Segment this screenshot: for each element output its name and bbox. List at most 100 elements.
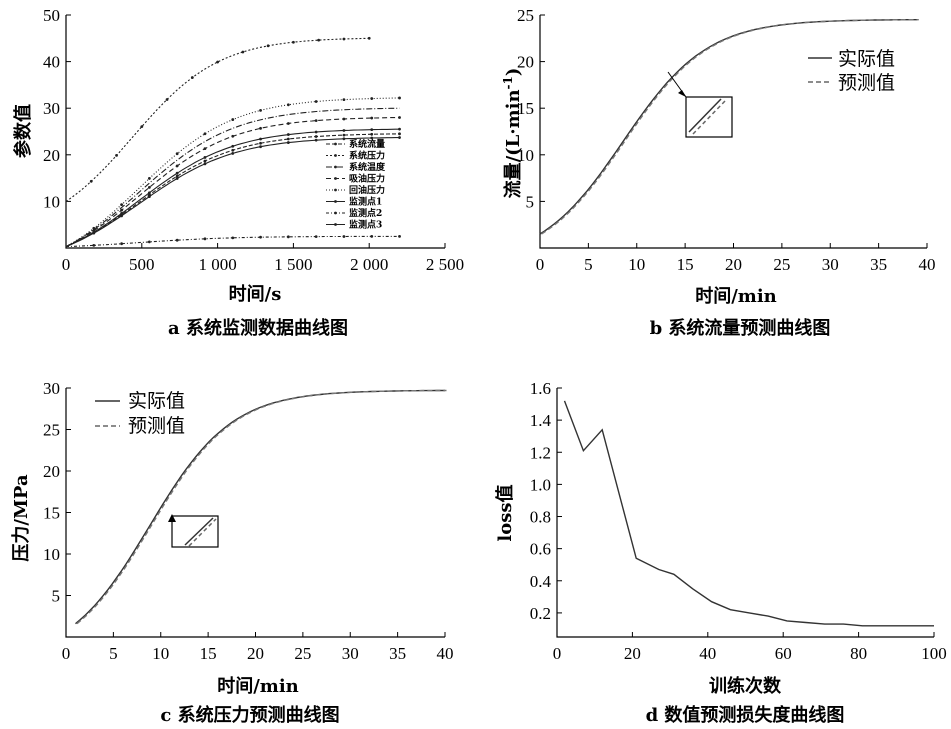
panel-a-series-marker (203, 159, 207, 163)
panel-d-xtick-label: 0 (553, 644, 562, 663)
panel-c-xtick-label: 20 (247, 644, 264, 663)
panel-c-legend-actual: 实际值 (128, 390, 185, 412)
panel-a-legend-marker (334, 177, 337, 180)
panel-d-ytick-label: 0.4 (530, 572, 552, 591)
panel-c-ytick-label: 5 (52, 587, 61, 606)
panel-a-series-marker (147, 195, 151, 198)
panel-a-series-marker (203, 132, 207, 136)
panel-a-series-marker (231, 134, 235, 138)
panel-a-series-marker (286, 141, 290, 144)
panel-d-xtick-label: 40 (699, 644, 716, 663)
panel-b-xtick-label: 5 (584, 255, 593, 274)
panel-a-series-marker (370, 234, 374, 238)
panel-a-series-marker (342, 235, 346, 238)
panel-d-loss-line (563, 400, 934, 627)
panel-a-legend-marker (334, 188, 337, 192)
panel-a-series-marker (120, 208, 123, 212)
panel-a-series-marker (342, 98, 346, 102)
panel-a-series-marker (259, 126, 262, 130)
panel-b-xtick-label: 25 (773, 255, 790, 274)
panel-c-legend: 实际值 预测值 (95, 390, 185, 437)
panel-a-series-marker (367, 36, 371, 40)
panel-d-ytick-label: 1.6 (530, 379, 551, 398)
panel-c-xtick-label: 25 (294, 644, 311, 663)
panel-a-ytick-label: 40 (43, 53, 60, 72)
panel-b-ytick-label: 25 (517, 6, 534, 25)
panel-d-ytick-label: 0.2 (530, 604, 551, 623)
panel-b-xtick-label: 10 (628, 255, 645, 274)
panel-a-series-marker (147, 185, 151, 189)
panel-a-series-marker (147, 191, 151, 195)
panel-d-ylabel: loss值 (494, 484, 516, 541)
panel-c-xtick-label: 15 (200, 644, 217, 663)
panel-a-legend-label: 监测点3 (349, 219, 382, 231)
panel-b-arrow-icon (678, 90, 686, 97)
panel-c-ytick-label: 30 (43, 379, 60, 398)
panel-a-legend-marker (334, 211, 337, 215)
panel-a-legend-marker (334, 200, 337, 203)
panel-a-series-marker (120, 214, 123, 218)
panel-b-xtick-label: 0 (536, 255, 545, 274)
panel-a-series-marker (286, 122, 290, 125)
panel-a-series-marker (398, 127, 401, 131)
panel-a-legend-label: 系统压力 (349, 150, 385, 162)
panel-a-series-marker (266, 44, 270, 48)
panel-a-series-marker (398, 116, 401, 119)
panel-a-series-marker (370, 116, 374, 120)
panel-b-predicted-line (541, 19, 919, 235)
panel-b-legend-actual: 实际值 (838, 48, 895, 70)
panel-a-series-marker (147, 177, 151, 180)
panel-c-xtick-label: 40 (437, 644, 454, 663)
panel-a-series-marker (241, 50, 245, 54)
panel-a-series-marker (370, 132, 374, 136)
panel-c-ytick-label: 10 (43, 545, 60, 564)
panel-a-legend-marker (334, 142, 337, 146)
panel-a-legend-label: 系统温度 (349, 161, 386, 173)
panel-b-xtick-label: 15 (677, 255, 694, 274)
panel-a-series-marker (370, 136, 374, 140)
panel-c-ylabel: 压力/MPa (11, 474, 32, 562)
panel-a-series-marker (175, 164, 179, 168)
panel-b-xtick-label: 35 (870, 255, 887, 274)
panel-d-xtick-label: 100 (921, 644, 947, 663)
panel-a-axes (65, 15, 445, 249)
panel-a-series-marker (165, 98, 169, 101)
panel-a-legend-label: 吸油压力 (349, 173, 385, 185)
panel-c-xtick-label: 35 (389, 644, 406, 663)
panel-b-caption: b 系统流量预测曲线图 (650, 317, 831, 339)
panel-a-series-marker (286, 133, 290, 136)
panel-a-series-marker (231, 144, 235, 148)
panel-a-series-marker (147, 240, 151, 244)
panel-b-zoom-inset (667, 71, 733, 138)
panel-a-ytick-label: 10 (43, 192, 60, 211)
panel-a-legend-marker (334, 223, 337, 226)
panel-a-series-marker (259, 141, 262, 145)
panel-a-legend-label: 回油压力 (349, 184, 385, 196)
panel-a-series-marker (92, 226, 96, 230)
panel-a-series-marker (190, 76, 194, 79)
panel-a-legend-label: 监测点1 (349, 196, 382, 208)
panel-d-axes (556, 388, 934, 638)
panel-c-ytick-label: 20 (43, 462, 60, 481)
panel-c-legend-predicted: 预测值 (128, 415, 185, 437)
panel-a-series-marker (398, 234, 401, 238)
panel-a-ytick-label: 20 (43, 146, 60, 165)
panel-a-series-marker (314, 130, 318, 134)
panel-a-series-marker (286, 103, 290, 107)
panel-a-series-marker (370, 128, 374, 132)
panel-a-series-marker (175, 238, 179, 242)
panel-c-xtick-label: 10 (152, 644, 169, 663)
panel-a-series-marker (175, 152, 179, 156)
panel-a-series-marker (203, 156, 207, 159)
panel-c-xtick-label: 0 (62, 644, 71, 663)
panel-d-xlabel: 训练次数 (709, 675, 782, 697)
panel-a-series-marker (92, 243, 96, 247)
panel-c-predicted-line (76, 389, 447, 625)
panel-a-ytick-label: 50 (43, 6, 60, 25)
panel-b-ytick-label: 5 (526, 192, 535, 211)
panel-a-series-marker (342, 129, 346, 132)
panel-b-axes (539, 15, 927, 249)
panel-a-series-marker (259, 109, 262, 112)
panel-a-legend-marker (334, 154, 337, 157)
